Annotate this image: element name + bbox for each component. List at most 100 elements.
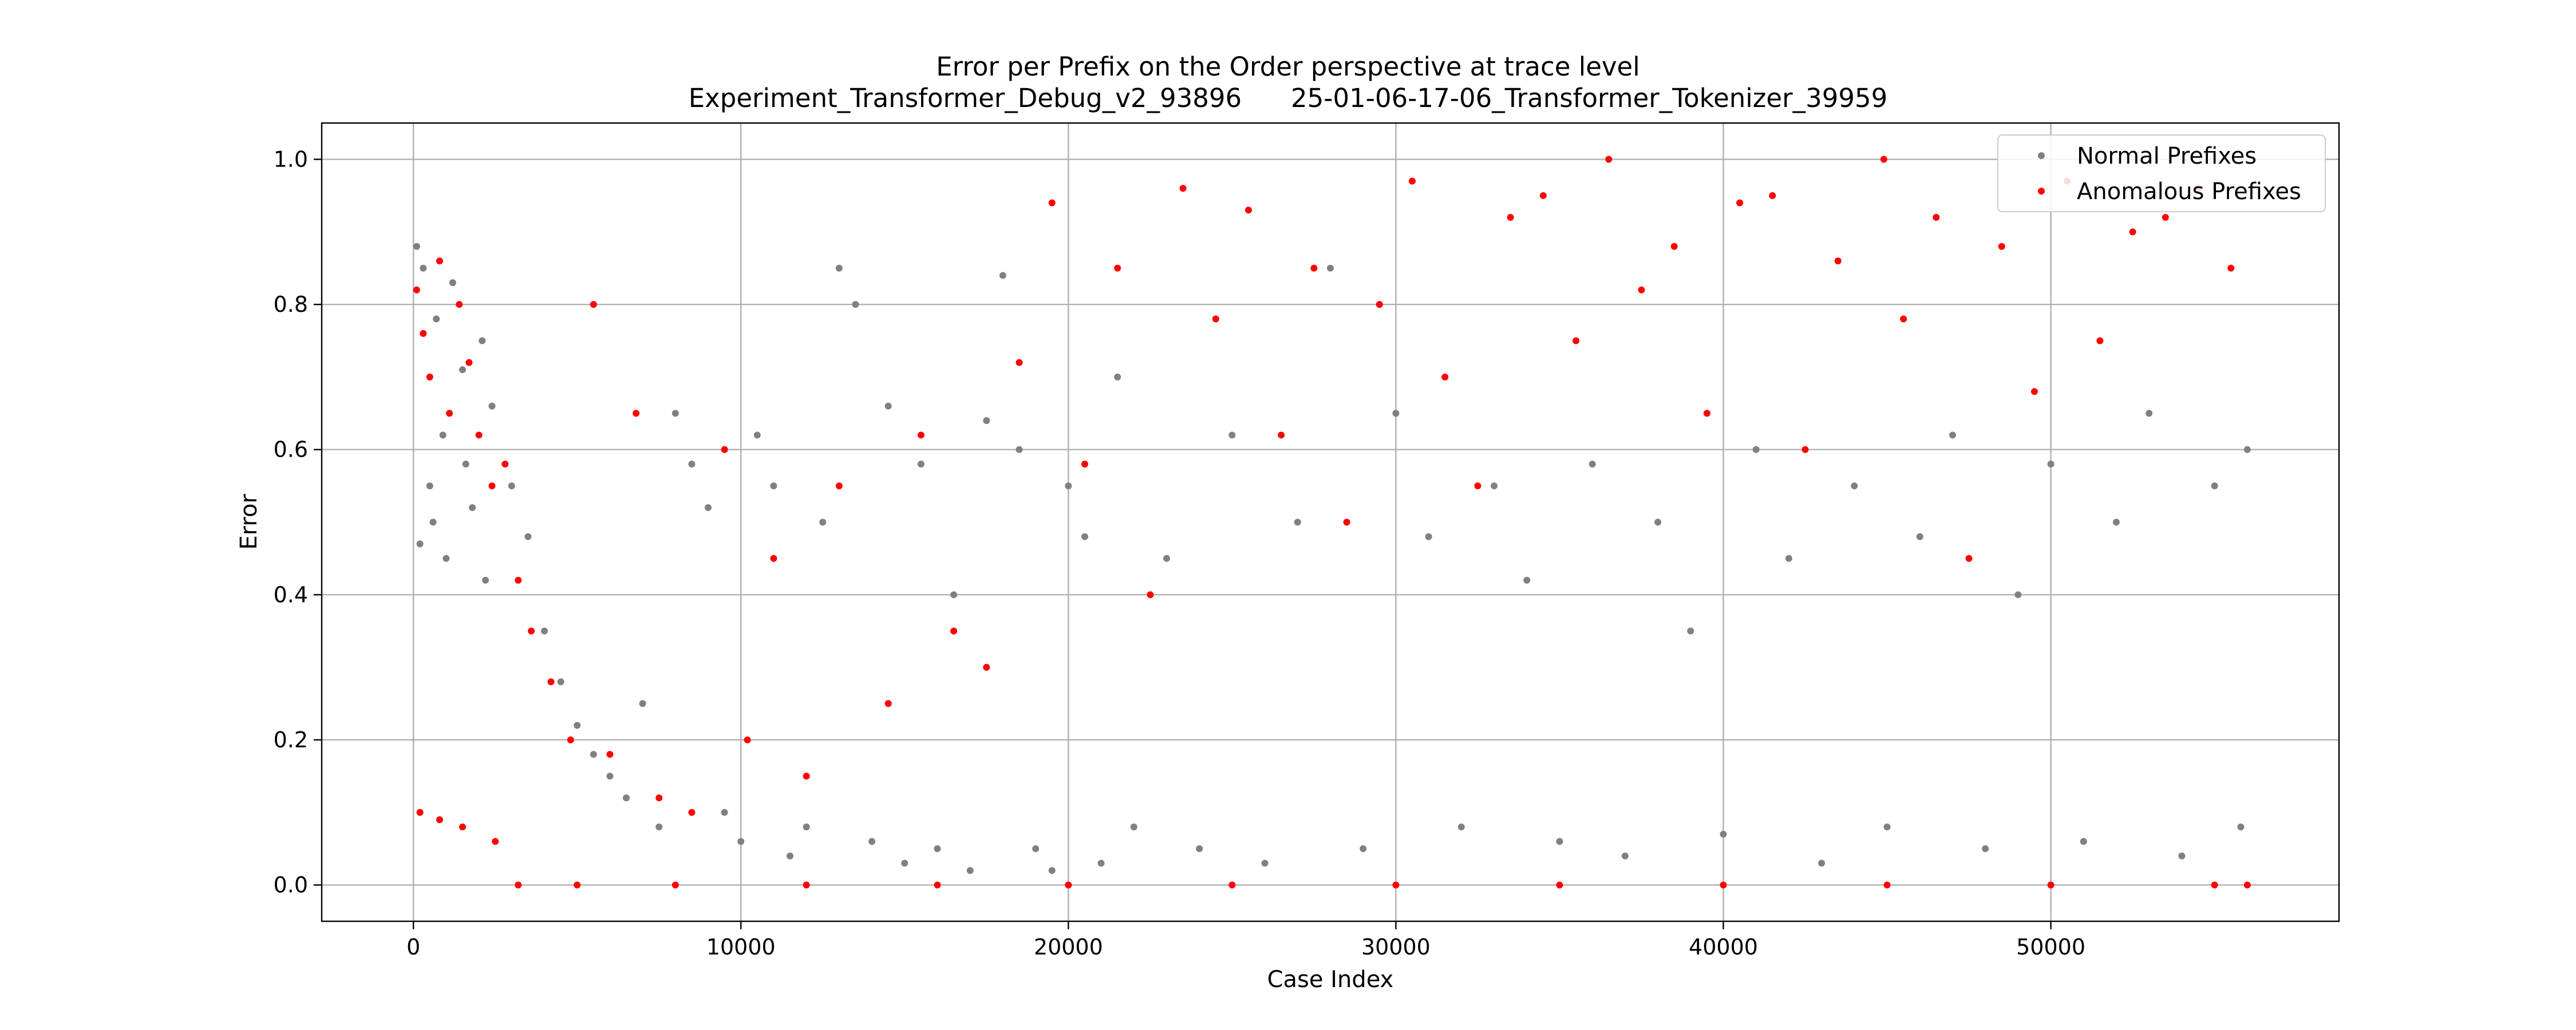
normal-prefix-point [1818, 859, 1826, 867]
anomalous-prefix-point [475, 431, 483, 439]
normal-prefix-point [1752, 446, 1760, 453]
anomalous-prefix-point [456, 301, 463, 308]
anomalous-prefix-point [884, 700, 892, 707]
normal-prefix-point [1687, 627, 1694, 635]
normal-prefix-point [2237, 823, 2245, 831]
anomalous-prefix-point [1310, 264, 1318, 272]
normal-prefix-point [671, 410, 679, 417]
anomalous-prefix-point [1998, 243, 2005, 250]
normal-prefix-point [999, 272, 1006, 279]
anomalous-prefix-point [1900, 315, 1907, 323]
legend-marker-normal [2038, 152, 2045, 159]
normal-prefix-point [1785, 554, 1792, 562]
anomalous-prefix-point [567, 736, 574, 743]
anomalous-prefix-point [803, 881, 810, 889]
normal-prefix-point [917, 461, 924, 468]
anomalous-prefix-point [744, 736, 751, 743]
anomalous-prefix-point [501, 461, 509, 468]
anomalous-prefix-point [515, 576, 522, 584]
normal-prefix-point [426, 482, 433, 490]
anomalous-prefix-point [1834, 257, 1842, 264]
normal-prefix-point [1392, 410, 1400, 417]
chart-title: Error per Prefix on the Order perspectiv… [936, 52, 1640, 82]
anomalous-prefix-point [1278, 431, 1285, 439]
normal-prefix-point [2112, 518, 2120, 526]
normal-prefix-point [479, 337, 486, 344]
anomalous-prefix-point [803, 772, 810, 780]
normal-prefix-point [1949, 431, 1956, 439]
normal-prefix-point [803, 823, 810, 831]
normal-prefix-point [983, 417, 990, 424]
anomalous-prefix-point [2243, 881, 2251, 889]
anomalous-prefix-point [1179, 185, 1187, 192]
normal-prefix-point [1081, 533, 1088, 540]
normal-prefix-point [1228, 431, 1236, 439]
normal-prefix-point [508, 482, 515, 490]
anomalous-prefix-point [1769, 192, 1776, 199]
anomalous-prefix-point [413, 286, 420, 294]
normal-prefix-point [429, 518, 437, 526]
normal-prefix-point [1032, 845, 1040, 853]
normal-prefix-point [966, 867, 974, 874]
normal-prefix-point [469, 504, 476, 512]
x-tick-label: 50000 [2016, 934, 2085, 960]
anomalous-prefix-point [1343, 518, 1350, 526]
normal-prefix-point [1196, 845, 1203, 853]
y-tick-label: 1.0 [274, 146, 308, 172]
legend: Normal Prefixes Anomalous Prefixes [1997, 134, 2326, 212]
normal-prefix-point [934, 845, 941, 853]
anomalous-prefix-point [436, 257, 443, 264]
anomalous-prefix-point [655, 794, 663, 802]
anomalous-prefix-point [1880, 156, 1887, 163]
normal-prefix-point [606, 772, 614, 780]
x-axis-label: Case Index [1267, 966, 1394, 993]
normal-prefix-point [1491, 482, 1498, 490]
normal-prefix-point [557, 678, 564, 686]
anomalous-prefix-point [1114, 264, 1121, 272]
anomalous-prefix-point [1573, 337, 1580, 344]
anomalous-prefix-point [2129, 228, 2136, 236]
normal-prefix-point [2014, 591, 2022, 599]
anomalous-prefix-point [1801, 446, 1809, 453]
anomalous-prefix-point [1638, 286, 1645, 294]
normal-prefix-point [2178, 852, 2186, 859]
anomalous-prefix-point [2030, 388, 2038, 395]
normal-prefix-point [449, 279, 456, 286]
anomalous-prefix-point [1670, 243, 1678, 250]
anomalous-prefix-point [488, 482, 496, 490]
normal-prefix-point [442, 554, 450, 562]
anomalous-prefix-point [574, 881, 581, 889]
normal-prefix-point [639, 700, 646, 707]
y-tick-label: 0.4 [274, 582, 308, 607]
normal-prefix-point [1425, 533, 1432, 540]
normal-prefix-point [1883, 823, 1891, 831]
normal-prefix-point [2211, 482, 2218, 490]
normal-prefix-point [1130, 823, 1137, 831]
normal-prefix-point [439, 431, 447, 439]
normal-prefix-point [1916, 533, 1923, 540]
x-tick-label: 20000 [1034, 934, 1103, 960]
legend-marker-anomalous [2038, 188, 2045, 195]
normal-prefix-point [590, 751, 597, 758]
x-tick-label: 30000 [1361, 934, 1431, 960]
normal-prefix-point [1982, 845, 1989, 853]
anomalous-prefix-point [1556, 881, 1563, 889]
anomalous-prefix-point [770, 554, 777, 562]
normal-prefix-point [1114, 373, 1121, 381]
normal-prefix-point [705, 504, 712, 512]
normal-prefix-point [1065, 482, 1072, 490]
normal-prefix-point [852, 301, 859, 308]
anomalous-prefix-point [633, 410, 640, 417]
legend-label-normal: Normal Prefixes [2077, 143, 2257, 169]
normal-prefix-point [2047, 461, 2055, 468]
normal-prefix-point [737, 838, 745, 845]
anomalous-prefix-point [2047, 881, 2055, 889]
y-tick-label: 0.2 [274, 727, 308, 752]
normal-prefix-point [1589, 461, 1596, 468]
normal-prefix-point [753, 431, 761, 439]
anomalous-prefix-point [1065, 881, 1072, 889]
normal-prefix-point [1720, 830, 1727, 838]
anomalous-prefix-point [528, 627, 535, 635]
anomalous-prefix-point [671, 881, 679, 889]
